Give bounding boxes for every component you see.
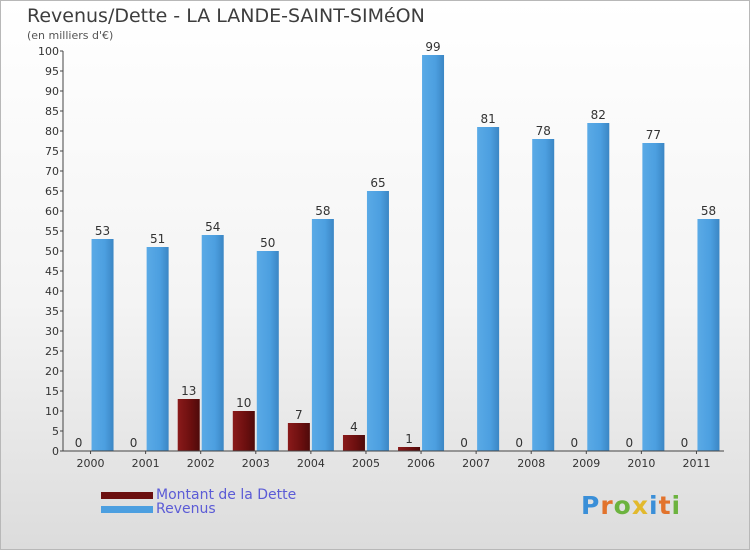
x-tick-label: 2001 xyxy=(132,457,160,470)
logo-letter: i xyxy=(649,491,659,520)
y-tick-label: 10 xyxy=(45,405,59,418)
data-label-revenus: 54 xyxy=(205,220,220,234)
data-label-revenus: 99 xyxy=(425,40,440,54)
y-tick-label: 25 xyxy=(45,345,59,358)
data-label-revenus: 65 xyxy=(370,176,385,190)
bar-revenus xyxy=(146,247,169,451)
bar-dette xyxy=(398,447,421,451)
data-label-dette: 0 xyxy=(130,436,138,450)
data-label-dette: 7 xyxy=(295,408,303,422)
data-label-dette: 13 xyxy=(181,384,196,398)
data-label-revenus: 50 xyxy=(260,236,275,250)
data-label-dette: 0 xyxy=(570,436,578,450)
bar-revenus xyxy=(642,143,665,451)
y-tick-label: 85 xyxy=(45,105,59,118)
y-tick-label: 15 xyxy=(45,385,59,398)
data-label-revenus: 81 xyxy=(480,112,495,126)
data-label-revenus: 53 xyxy=(95,224,110,238)
x-tick-label: 2004 xyxy=(297,457,325,470)
y-tick-label: 70 xyxy=(45,165,59,178)
data-label-revenus: 58 xyxy=(701,204,716,218)
bar-revenus xyxy=(697,219,720,451)
chart-title: Revenus/Dette - LA LANDE-SAINT-SIMéON xyxy=(27,5,425,27)
logo-letter: o xyxy=(613,491,632,520)
data-label-dette: 0 xyxy=(75,436,83,450)
y-tick-label: 75 xyxy=(45,145,59,158)
x-tick-label: 2010 xyxy=(627,457,655,470)
bar-revenus xyxy=(532,139,555,451)
x-tick-label: 2011 xyxy=(682,457,710,470)
logo-letter: x xyxy=(631,491,649,520)
data-label-dette: 0 xyxy=(681,436,689,450)
bar-revenus xyxy=(366,191,389,451)
x-tick-label: 2008 xyxy=(517,457,545,470)
y-tick-label: 40 xyxy=(45,285,59,298)
y-tick-label: 90 xyxy=(45,85,59,98)
data-label-revenus: 51 xyxy=(150,232,165,246)
y-tick-label: 65 xyxy=(45,185,59,198)
data-label-dette: 10 xyxy=(236,396,251,410)
bar-revenus xyxy=(91,239,114,451)
y-tick-label: 95 xyxy=(45,65,59,78)
logo-letter: t xyxy=(658,491,672,520)
legend-swatch-revenus xyxy=(101,506,153,513)
y-tick-label: 20 xyxy=(45,365,59,378)
data-label-dette: 0 xyxy=(626,436,634,450)
logo-letter: P xyxy=(581,491,601,520)
y-tick-label: 55 xyxy=(45,225,59,238)
x-tick-label: 2003 xyxy=(242,457,270,470)
legend-label-dette: Montant de la Dette xyxy=(156,487,297,503)
bar-dette xyxy=(177,399,200,451)
y-tick-label: 100 xyxy=(38,45,59,58)
bar-dette xyxy=(232,411,255,451)
chart-subtitle: (en milliers d'€) xyxy=(27,29,114,42)
logo-letter: r xyxy=(600,491,614,520)
data-label-dette: 4 xyxy=(350,420,358,434)
x-tick-label: 2006 xyxy=(407,457,435,470)
y-tick-label: 35 xyxy=(45,305,59,318)
bar-dette xyxy=(287,423,310,451)
data-label-dette: 1 xyxy=(405,432,413,446)
proxiti-logo[interactable]: Proxiti xyxy=(581,491,681,520)
y-tick-label: 80 xyxy=(45,125,59,138)
legend-label-revenus: Revenus xyxy=(156,501,216,517)
bar-revenus xyxy=(201,235,224,451)
data-label-revenus: 78 xyxy=(536,124,551,138)
y-tick-label: 5 xyxy=(52,425,59,438)
y-tick-label: 30 xyxy=(45,325,59,338)
y-tick-label: 60 xyxy=(45,205,59,218)
y-tick-label: 0 xyxy=(52,445,59,458)
bar-dette xyxy=(342,435,365,451)
bar-revenus xyxy=(256,251,279,451)
data-label-revenus: 77 xyxy=(646,128,661,142)
x-tick-label: 2000 xyxy=(77,457,105,470)
x-tick-label: 2007 xyxy=(462,457,490,470)
y-tick-label: 50 xyxy=(45,245,59,258)
x-tick-label: 2002 xyxy=(187,457,215,470)
bar-revenus xyxy=(587,123,610,451)
y-tick-label: 45 xyxy=(45,265,59,278)
bar-revenus xyxy=(422,55,445,451)
x-tick-label: 2005 xyxy=(352,457,380,470)
data-label-revenus: 82 xyxy=(591,108,606,122)
logo-letter: i xyxy=(671,491,682,520)
data-label-dette: 0 xyxy=(460,436,468,450)
bar-revenus xyxy=(311,219,334,451)
data-label-revenus: 58 xyxy=(315,204,330,218)
legend-swatch-dette xyxy=(101,492,153,499)
x-tick-label: 2009 xyxy=(572,457,600,470)
data-label-dette: 0 xyxy=(515,436,523,450)
bar-revenus xyxy=(477,127,500,451)
